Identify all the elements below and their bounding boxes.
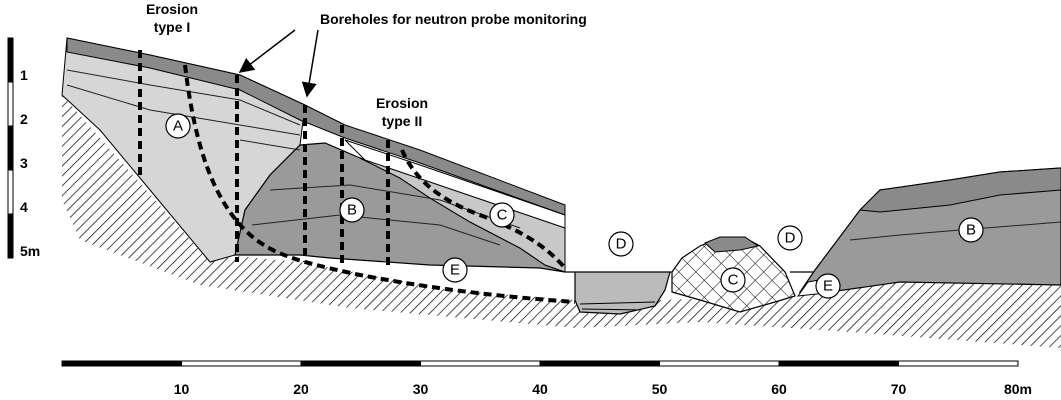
horizontal-scale-labels: 10 20 30 40 50 60 70 80m [174, 381, 1032, 397]
cross-section: Erosion type I Boreholes for neutron pro… [0, 0, 1061, 400]
scale-segment [62, 361, 182, 366]
scale-label: 20 [293, 381, 309, 397]
annotation: Erosion [146, 1, 198, 17]
zone-letter: E [823, 278, 833, 295]
scale-segment [540, 361, 660, 366]
zone-letter: D [616, 236, 627, 253]
zone-letter: B [347, 202, 357, 219]
zone-label: E [816, 274, 840, 298]
vertical-scale [8, 38, 13, 258]
scale-label: 3 [20, 155, 28, 171]
zone-letter: D [785, 230, 796, 247]
scale-label: 80m [1004, 381, 1032, 397]
scale-label: 10 [174, 381, 190, 397]
zone-label: E [443, 258, 467, 282]
scale-segment [182, 361, 302, 366]
zone-letter: A [173, 118, 183, 135]
arrow [307, 30, 318, 96]
scale-label: 2 [20, 111, 28, 127]
scale-segment [301, 361, 421, 366]
annotation: type II [382, 113, 422, 129]
scale-label: 60 [771, 381, 787, 397]
scale-segment [779, 361, 899, 366]
zone-label: D [609, 232, 633, 256]
zone-letter: C [728, 272, 739, 289]
scale-label: 30 [413, 381, 429, 397]
zone-label: B [340, 198, 364, 222]
zone-label: C [490, 203, 514, 227]
scale-label: 1 [20, 67, 28, 83]
annotation: Boreholes for neutron probe monitoring [320, 11, 587, 27]
vertical-scale-labels: 1 2 3 4 5m [20, 67, 40, 259]
annotation: type I [154, 19, 191, 35]
scale-segment [421, 361, 541, 366]
scale-label: 40 [532, 381, 548, 397]
scale-label: 4 [20, 199, 28, 215]
arrow [240, 30, 295, 72]
scale-segment [660, 361, 780, 366]
scale-label: 70 [891, 381, 907, 397]
scale-label: 5m [20, 243, 40, 259]
annotation: Erosion [376, 95, 428, 111]
scale-segment [899, 361, 1019, 366]
zone-label: C [721, 268, 745, 292]
zone-letter: E [450, 262, 460, 279]
zone-label: A [166, 114, 190, 138]
horizontal-scale [62, 361, 1018, 366]
zone-label: B [959, 218, 983, 242]
zone-label: D [778, 226, 802, 250]
zone-letter: C [497, 207, 508, 224]
scale-label: 50 [652, 381, 668, 397]
zone-letter: B [966, 222, 976, 239]
